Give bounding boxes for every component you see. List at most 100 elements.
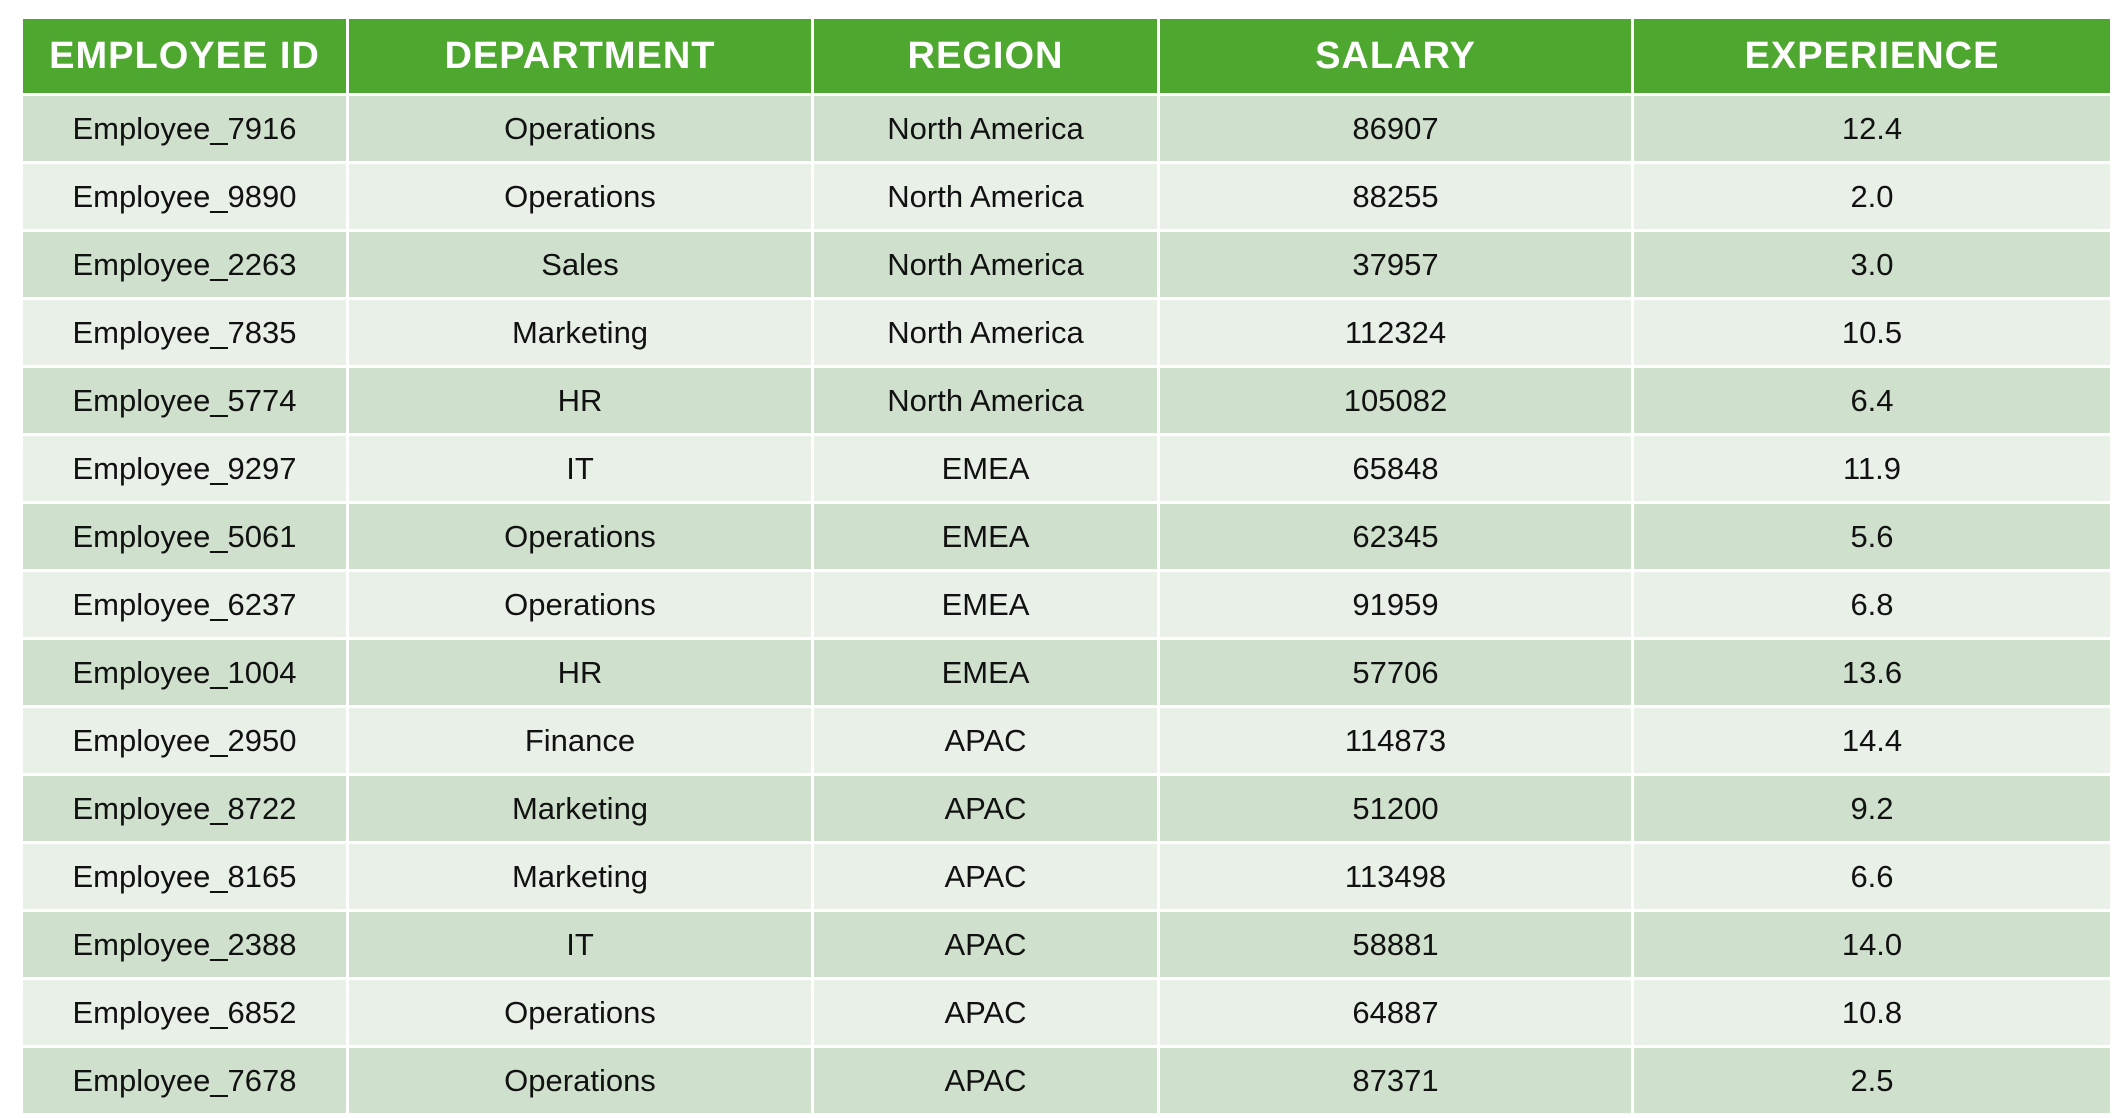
cell-experience: 6.6	[1631, 841, 2113, 912]
cell-experience: 14.0	[1631, 909, 2113, 980]
cell-department: Finance	[346, 705, 814, 776]
cell-department: Operations	[346, 977, 814, 1048]
table-row: Employee_9890 Operations North America 8825…	[20, 161, 2113, 232]
cell-employee-id: Employee_5061	[20, 501, 349, 572]
cell-experience: 12.4	[1631, 93, 2113, 164]
cell-employee-id: Employee_8165	[20, 841, 349, 912]
cell-experience: 9.2	[1631, 773, 2113, 844]
cell-employee-id: Employee_6852	[20, 977, 349, 1048]
cell-region: North America	[811, 161, 1160, 232]
cell-region: North America	[811, 93, 1160, 164]
cell-salary: 57706	[1157, 637, 1634, 708]
table-body: Employee_7916 Operations North America 8690…	[20, 93, 2113, 1116]
cell-department: Operations	[346, 93, 814, 164]
column-header-experience[interactable]: EXPERIENCE	[1631, 16, 2113, 96]
table-row: Employee_7916 Operations North America 8690…	[20, 93, 2113, 164]
table-row: Employee_7835 Marketing North America 11232…	[20, 297, 2113, 368]
cell-experience: 14.4	[1631, 705, 2113, 776]
cell-department: Marketing	[346, 841, 814, 912]
table-row: Employee_6852 Operations APAC 64887 10.8	[20, 977, 2113, 1048]
column-header-region[interactable]: REGION	[811, 16, 1160, 96]
cell-department: Sales	[346, 229, 814, 300]
cell-employee-id: Employee_7678	[20, 1045, 349, 1116]
cell-employee-id: Employee_9297	[20, 433, 349, 504]
employee-table-container: EMPLOYEE ID DEPARTMENT REGION SALARY EXP…	[20, 16, 2113, 1116]
cell-employee-id: Employee_2388	[20, 909, 349, 980]
cell-experience: 10.8	[1631, 977, 2113, 1048]
cell-department: HR	[346, 365, 814, 436]
cell-department: Operations	[346, 569, 814, 640]
table-row: Employee_9297 IT EMEA 65848 11.9	[20, 433, 2113, 504]
cell-experience: 11.9	[1631, 433, 2113, 504]
cell-salary: 112324	[1157, 297, 1634, 368]
column-header-employee-id[interactable]: EMPLOYEE ID	[20, 16, 349, 96]
column-header-department[interactable]: DEPARTMENT	[346, 16, 814, 96]
cell-experience: 2.0	[1631, 161, 2113, 232]
cell-department: IT	[346, 909, 814, 980]
cell-salary: 113498	[1157, 841, 1634, 912]
cell-region: APAC	[811, 909, 1160, 980]
table-header: EMPLOYEE ID DEPARTMENT REGION SALARY EXP…	[20, 16, 2113, 96]
cell-region: APAC	[811, 705, 1160, 776]
cell-employee-id: Employee_2950	[20, 705, 349, 776]
cell-employee-id: Employee_2263	[20, 229, 349, 300]
table-row: Employee_2263 Sales North America 37957 3.0	[20, 229, 2113, 300]
table-row: Employee_2950 Finance APAC 114873 14.4	[20, 705, 2113, 776]
table-row: Employee_8722 Marketing APAC 51200 9.2	[20, 773, 2113, 844]
column-header-salary[interactable]: SALARY	[1157, 16, 1634, 96]
cell-employee-id: Employee_8722	[20, 773, 349, 844]
cell-salary: 58881	[1157, 909, 1634, 980]
cell-salary: 65848	[1157, 433, 1634, 504]
cell-region: North America	[811, 297, 1160, 368]
employee-table: EMPLOYEE ID DEPARTMENT REGION SALARY EXP…	[20, 16, 2113, 1116]
header-row: EMPLOYEE ID DEPARTMENT REGION SALARY EXP…	[20, 16, 2113, 96]
cell-experience: 13.6	[1631, 637, 2113, 708]
cell-salary: 86907	[1157, 93, 1634, 164]
cell-region: APAC	[811, 773, 1160, 844]
cell-salary: 91959	[1157, 569, 1634, 640]
cell-department: HR	[346, 637, 814, 708]
cell-employee-id: Employee_9890	[20, 161, 349, 232]
table-row: Employee_7678 Operations APAC 87371 2.5	[20, 1045, 2113, 1116]
cell-experience: 5.6	[1631, 501, 2113, 572]
cell-department: Operations	[346, 161, 814, 232]
cell-department: Marketing	[346, 297, 814, 368]
cell-employee-id: Employee_7916	[20, 93, 349, 164]
cell-salary: 64887	[1157, 977, 1634, 1048]
cell-department: Operations	[346, 501, 814, 572]
cell-salary: 88255	[1157, 161, 1634, 232]
cell-department: Operations	[346, 1045, 814, 1116]
cell-salary: 105082	[1157, 365, 1634, 436]
cell-salary: 114873	[1157, 705, 1634, 776]
cell-department: IT	[346, 433, 814, 504]
table-row: Employee_8165 Marketing APAC 113498 6.6	[20, 841, 2113, 912]
cell-experience: 6.8	[1631, 569, 2113, 640]
table-row: Employee_2388 IT APAC 58881 14.0	[20, 909, 2113, 980]
table-row: Employee_1004 HR EMEA 57706 13.6	[20, 637, 2113, 708]
cell-experience: 3.0	[1631, 229, 2113, 300]
cell-salary: 87371	[1157, 1045, 1634, 1116]
cell-region: North America	[811, 229, 1160, 300]
cell-salary: 37957	[1157, 229, 1634, 300]
cell-employee-id: Employee_5774	[20, 365, 349, 436]
cell-salary: 62345	[1157, 501, 1634, 572]
cell-experience: 2.5	[1631, 1045, 2113, 1116]
cell-employee-id: Employee_7835	[20, 297, 349, 368]
table-row: Employee_5774 HR North America 105082 6.4	[20, 365, 2113, 436]
table-row: Employee_6237 Operations EMEA 91959 6.8	[20, 569, 2113, 640]
cell-experience: 6.4	[1631, 365, 2113, 436]
cell-department: Marketing	[346, 773, 814, 844]
table-row: Employee_5061 Operations EMEA 62345 5.6	[20, 501, 2113, 572]
cell-region: APAC	[811, 977, 1160, 1048]
cell-salary: 51200	[1157, 773, 1634, 844]
cell-region: EMEA	[811, 637, 1160, 708]
cell-region: APAC	[811, 1045, 1160, 1116]
cell-experience: 10.5	[1631, 297, 2113, 368]
cell-region: EMEA	[811, 569, 1160, 640]
cell-employee-id: Employee_6237	[20, 569, 349, 640]
cell-employee-id: Employee_1004	[20, 637, 349, 708]
cell-region: APAC	[811, 841, 1160, 912]
cell-region: EMEA	[811, 433, 1160, 504]
cell-region: North America	[811, 365, 1160, 436]
cell-region: EMEA	[811, 501, 1160, 572]
